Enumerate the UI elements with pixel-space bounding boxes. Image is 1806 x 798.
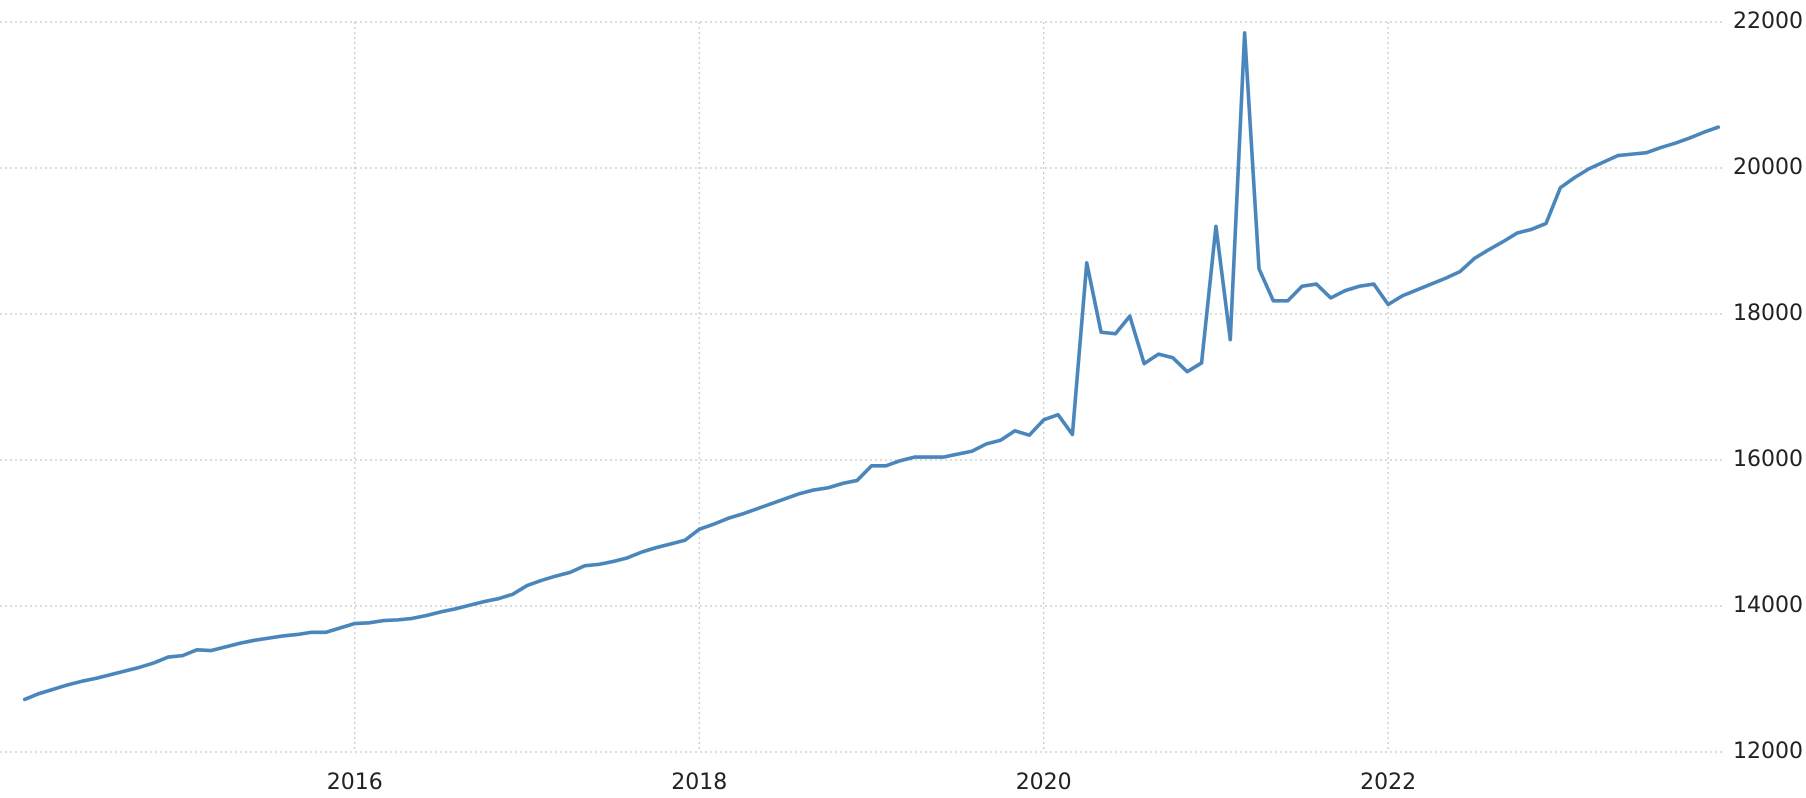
x-tick-label: 2016 [327,770,383,795]
x-tick-label: 2022 [1360,770,1416,795]
y-tick-label: 16000 [1733,447,1803,472]
y-tick-label: 20000 [1733,155,1803,180]
x-tick-label: 2018 [671,770,727,795]
x-tick-label: 2020 [1016,770,1072,795]
y-tick-label: 18000 [1733,301,1803,326]
y-tick-label: 12000 [1733,739,1803,764]
y-tick-label: 22000 [1733,9,1803,34]
data-line [22,31,1721,702]
y-tick-label: 14000 [1733,593,1803,618]
